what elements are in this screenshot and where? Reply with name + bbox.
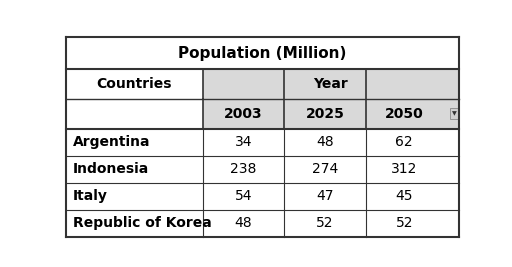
Text: 2050: 2050: [385, 107, 423, 121]
Text: 48: 48: [234, 216, 252, 230]
Text: 62: 62: [395, 135, 413, 149]
Text: Italy: Italy: [73, 189, 108, 203]
Text: 2003: 2003: [224, 107, 263, 121]
Text: Indonesia: Indonesia: [73, 162, 150, 176]
Text: 312: 312: [391, 162, 417, 176]
Bar: [203, 69, 459, 99]
Text: 238: 238: [230, 162, 257, 176]
Text: Republic of Korea: Republic of Korea: [73, 216, 212, 230]
Bar: [203, 99, 459, 129]
Text: 47: 47: [316, 189, 334, 203]
Text: 274: 274: [312, 162, 338, 176]
Text: ▼: ▼: [452, 111, 457, 116]
Text: Countries: Countries: [97, 77, 172, 91]
Text: Population (Million): Population (Million): [178, 46, 347, 61]
Text: 52: 52: [395, 216, 413, 230]
Text: 45: 45: [395, 189, 413, 203]
Bar: [450, 108, 459, 119]
Text: 2025: 2025: [306, 107, 345, 121]
Text: Argentina: Argentina: [73, 135, 151, 149]
Text: 34: 34: [235, 135, 252, 149]
Text: 48: 48: [316, 135, 334, 149]
Text: Year: Year: [313, 77, 348, 91]
Text: 52: 52: [316, 216, 334, 230]
Text: 54: 54: [235, 189, 252, 203]
